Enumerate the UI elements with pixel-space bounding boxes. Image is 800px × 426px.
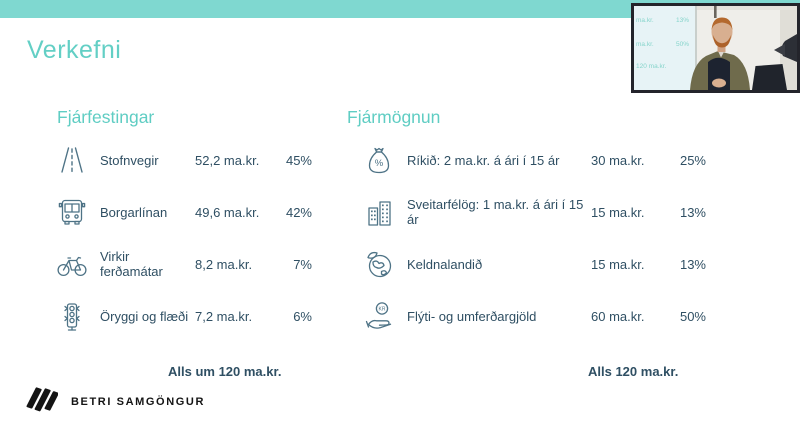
globe-icon (362, 247, 396, 281)
projected-text: 120 ma.kr. (636, 63, 667, 70)
row-percent: 50% (679, 308, 706, 324)
financing-table: % Ríkið: 2 ma.kr. á ári í 15 ár 30 ma.kr… (350, 134, 706, 342)
row-value: 15 ma.kr. (591, 256, 645, 272)
footer-logo: BETRI SAMGÖNGUR (26, 384, 205, 420)
investments-total: Alls um 120 ma.kr. (168, 364, 282, 379)
row-value: 60 ma.kr. (591, 308, 645, 324)
row-value: 49,6 ma.kr. (195, 204, 260, 220)
camera-rig (774, 34, 797, 62)
bicycle-icon (55, 247, 89, 281)
row-value: 30 ma.kr. (591, 152, 645, 168)
row-value: 8,2 ma.kr. (195, 256, 253, 272)
row-label: Stofnvegir (100, 152, 159, 168)
laptop (752, 64, 787, 90)
presenter-webcam-video[interactable]: ma.kr. 13% ma.kr. 50% 120 ma.kr. (631, 3, 800, 93)
traffic-light-icon (55, 299, 89, 333)
row-percent: 6% (293, 308, 312, 324)
row-label: Flýti- og umferðargjöld (407, 308, 537, 324)
financing-header: Fjármögnun (347, 107, 441, 127)
row-percent: 13% (679, 256, 706, 272)
row-percent: 13% (679, 204, 706, 220)
row-value: 52,2 ma.kr. (195, 152, 260, 168)
financing-total: Alls 120 ma.kr. (588, 364, 679, 379)
row-percent: 7% (293, 256, 312, 272)
hand-coin-icon: KR (362, 299, 396, 333)
projected-text: ma.kr. (636, 41, 654, 48)
row-label: Virkir ferðamátar (100, 249, 163, 279)
row-label: Öryggi og flæði (100, 308, 189, 324)
webcam-scene: ma.kr. 13% ma.kr. 50% 120 ma.kr. (634, 6, 797, 90)
bus-icon (55, 195, 89, 229)
money-bag-icon: % (362, 143, 396, 177)
betri-samgongur-logo-icon (26, 384, 58, 420)
row-value: 15 ma.kr. (591, 204, 645, 220)
footer-logo-text: BETRI SAMGÖNGUR (71, 396, 205, 408)
svg-text:KR: KR (378, 307, 385, 313)
projected-text: 50% (676, 41, 689, 48)
row-percent: 45% (285, 152, 312, 168)
investments-header: Fjárfestingar (57, 107, 155, 127)
row-value: 7,2 ma.kr. (195, 308, 253, 324)
row-label: Ríkið: 2 ma.kr. á ári í 15 ár (407, 152, 560, 168)
slide-title: Verkefni (27, 36, 122, 64)
buildings-icon (362, 195, 396, 229)
row-label: Sveitarfélög: 1 ma.kr. á ári í 15 ár (407, 197, 584, 227)
projected-text: 13% (676, 17, 689, 24)
row-percent: 25% (679, 152, 706, 168)
slide-accent-bar (0, 0, 800, 18)
row-percent: 42% (285, 204, 312, 220)
row-label: Keldnalandið (407, 256, 483, 272)
projected-text: ma.kr. (636, 17, 654, 24)
investments-table: Stofnvegir 52,2 ma.kr. 45% Borgarlínan 4… (44, 134, 312, 342)
presenter-figure (690, 17, 750, 90)
row-label: Borgarlínan (100, 204, 168, 220)
svg-text:%: % (374, 158, 383, 169)
road-icon (55, 143, 89, 177)
